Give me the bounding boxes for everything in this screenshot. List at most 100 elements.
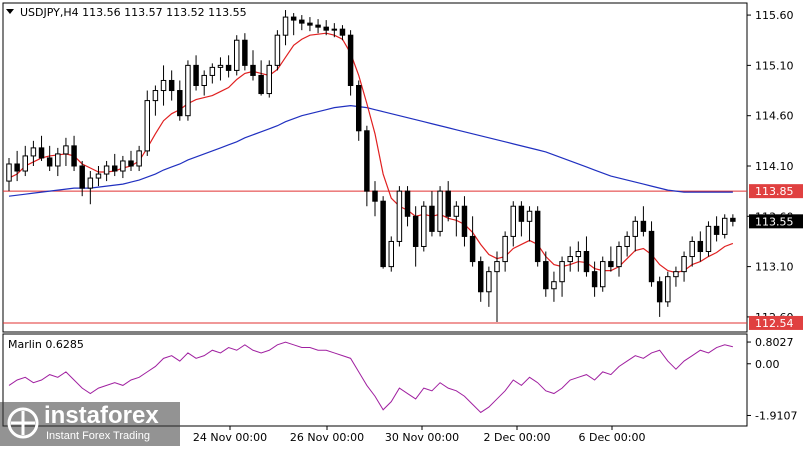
oscillator-frame <box>2 333 748 427</box>
bear-candle <box>258 74 264 95</box>
bear-candle <box>46 157 53 167</box>
bear-candle <box>339 28 346 36</box>
bear-candle <box>168 79 175 92</box>
oscillator-label: Marlin 0.6285 <box>8 338 84 351</box>
bull-candle <box>632 220 639 237</box>
bull-candle <box>201 74 207 87</box>
bear-candle <box>591 271 598 288</box>
bull-candle <box>55 153 61 167</box>
bull-candle <box>22 155 29 172</box>
bull-candle <box>486 271 492 293</box>
bear-candle <box>543 261 549 290</box>
bull-candle <box>575 251 582 258</box>
bear-candle <box>713 225 720 235</box>
bear-candle <box>608 261 614 268</box>
bull-candle <box>705 225 712 253</box>
y-tick-label: 114.10 <box>755 160 794 173</box>
bear-candle <box>469 235 476 263</box>
bull-candle <box>721 217 728 235</box>
bull-candle <box>152 90 159 102</box>
level-label-bg <box>749 315 803 330</box>
bear-candle <box>79 165 85 189</box>
bear-candle <box>477 261 484 293</box>
bear-candle <box>250 64 256 76</box>
bull-candle <box>502 235 508 263</box>
bear-candle <box>656 281 663 303</box>
bear-candle <box>534 210 541 263</box>
x-tick-label: 2 Dec 00:00 <box>484 431 551 444</box>
bull-candle <box>87 177 94 189</box>
symbol-menu-chevron-icon <box>6 9 14 14</box>
bull-candle <box>388 240 395 268</box>
bull-candle <box>160 79 167 92</box>
bull-candle <box>209 66 216 76</box>
bear-candle <box>404 190 411 217</box>
bull-candle <box>437 190 443 232</box>
bull-candle <box>681 256 687 273</box>
oscillator-tick-label: -1.9107 <box>755 409 797 422</box>
x-tick-label: 26 Nov 00:00 <box>290 431 364 444</box>
bear-candle <box>242 39 248 66</box>
bear-candle <box>372 190 378 202</box>
bull-candle <box>63 145 69 155</box>
y-tick-label: 115.10 <box>755 59 794 72</box>
bull-candle <box>567 256 573 263</box>
bull-candle <box>551 281 557 290</box>
x-tick-label: 30 Nov 00:00 <box>385 431 459 444</box>
bull-candle <box>30 147 37 157</box>
current-price-bg <box>749 214 803 229</box>
bull-candle <box>599 261 606 288</box>
bear-candle <box>364 130 370 192</box>
x-tick-label: 24 Nov 00:00 <box>193 431 267 444</box>
bear-candle <box>323 26 329 31</box>
bear-candle <box>445 190 451 217</box>
bear-candle <box>412 215 419 247</box>
bull-candle <box>421 205 427 247</box>
level-label: 113.85 <box>755 185 794 198</box>
bull-candle <box>331 28 338 31</box>
bull-candle <box>144 100 151 152</box>
bull-candle <box>6 163 12 182</box>
bull-candle <box>274 34 281 66</box>
bull-candle <box>103 165 110 175</box>
bull-candle <box>266 64 273 95</box>
bear-candle <box>128 160 134 167</box>
bear-candle <box>347 34 354 87</box>
instaforex-logo-icon <box>7 407 39 439</box>
y-tick-label: 113.10 <box>755 261 794 274</box>
bull-candle <box>510 205 517 237</box>
bear-candle <box>307 22 313 26</box>
bear-candle <box>429 205 435 232</box>
bull-candle <box>624 235 630 247</box>
oscillator-line <box>8 341 733 414</box>
bear-candle <box>315 24 321 28</box>
bull-candle <box>689 240 695 258</box>
oscillator-tick-label: 0.00 <box>755 358 780 371</box>
bear-candle <box>730 217 736 222</box>
bear-candle <box>640 220 647 232</box>
level-label-bg <box>749 184 803 199</box>
bear-candle <box>518 205 525 222</box>
red-moving-average-line <box>8 32 734 274</box>
level-label: 112.54 <box>755 317 794 330</box>
bull-candle <box>120 160 126 172</box>
bull-candle <box>526 210 533 222</box>
bull-candle <box>616 245 622 268</box>
bear-candle <box>380 200 386 268</box>
y-tick-label: 115.60 <box>755 9 794 22</box>
bear-candle <box>71 145 77 167</box>
bull-candle <box>185 64 191 117</box>
bear-candle <box>193 64 199 87</box>
bear-candle <box>177 90 183 117</box>
bull-candle <box>217 64 224 68</box>
bull-candle <box>396 190 403 242</box>
bull-candle <box>282 16 289 36</box>
bear-candle <box>38 147 45 159</box>
x-tick-label: 6 Dec 00:00 <box>579 431 646 444</box>
oscillator-tick-label: 0.8027 <box>755 336 794 349</box>
bear-candle <box>14 163 20 172</box>
main-plot-frame <box>2 2 748 333</box>
bear-candle <box>111 165 118 172</box>
